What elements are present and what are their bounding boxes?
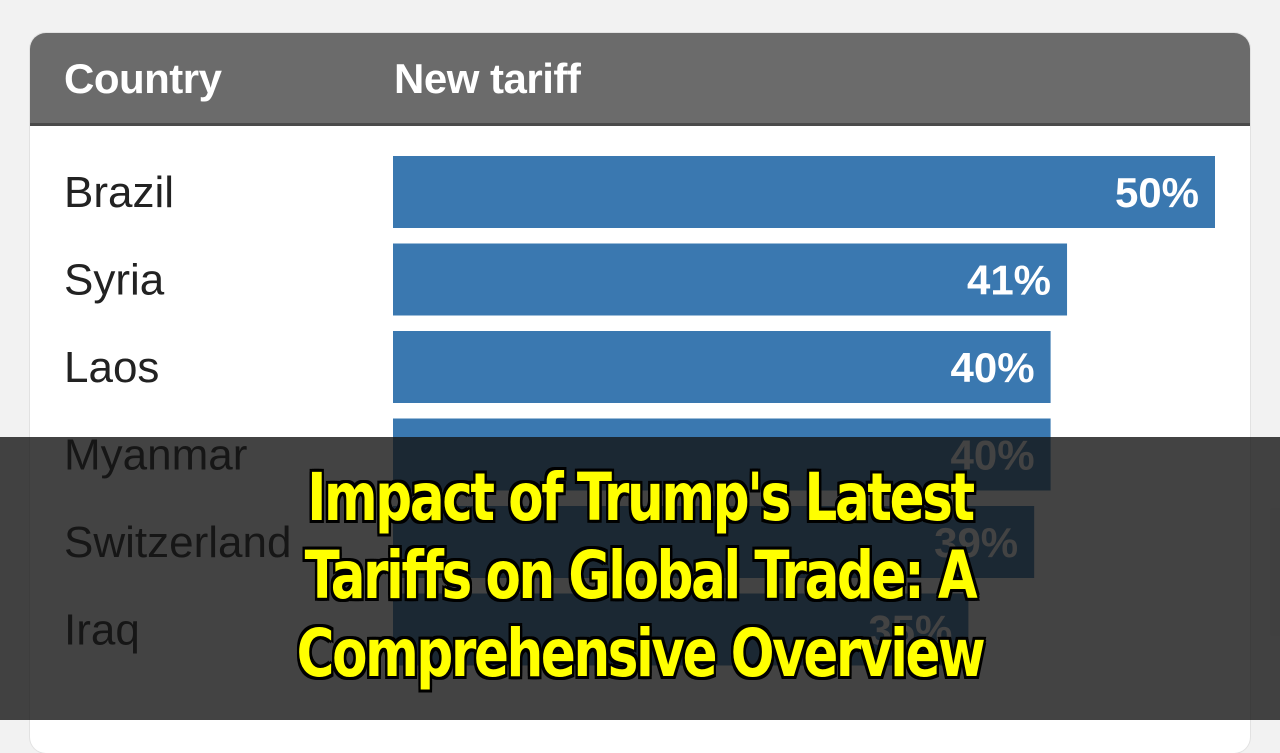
- video-headline: Impact of Trump's Latest Tariffs on Glob…: [141, 459, 1139, 693]
- headline-line-2: Tariffs on Global Trade: A: [304, 537, 978, 614]
- value-label-laos: 40%: [951, 344, 1035, 391]
- bar-brazil: [393, 156, 1215, 228]
- bar-syria: [393, 243, 1068, 316]
- bar-laos: [393, 331, 1051, 403]
- value-label-syria: 41%: [967, 257, 1051, 304]
- country-label-laos: Laos: [64, 343, 159, 392]
- country-label-syria: Syria: [64, 256, 165, 305]
- column-header-country: Country: [64, 55, 222, 102]
- column-header-new-tariff: New tariff: [394, 55, 581, 102]
- title-overlay-band: [0, 437, 1280, 720]
- table-header: Country New tariff: [30, 33, 1250, 126]
- value-label-brazil: 50%: [1115, 169, 1199, 216]
- country-label-brazil: Brazil: [64, 168, 174, 217]
- headline-line-3: Comprehensive Overview: [296, 615, 986, 692]
- headline-line-1: Impact of Trump's Latest: [307, 459, 975, 536]
